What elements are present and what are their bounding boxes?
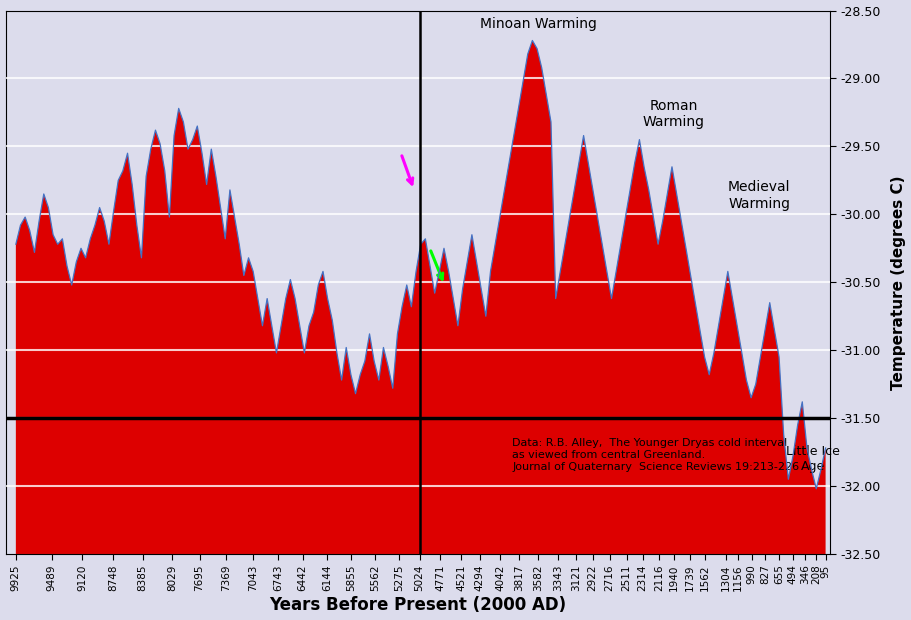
Text: Minoan Warming: Minoan Warming (479, 17, 596, 32)
Text: Little Ice
Age: Little Ice Age (785, 445, 839, 473)
Text: Data: R.B. Alley,  The Younger Dryas cold interval
as viewed from central Greenl: Data: R.B. Alley, The Younger Dryas cold… (512, 438, 798, 472)
Text: Medieval
Warming: Medieval Warming (727, 180, 790, 211)
Text: Roman
Warming: Roman Warming (642, 99, 704, 129)
Y-axis label: Temperature (degrees C): Temperature (degrees C) (890, 175, 906, 389)
X-axis label: Years Before Present (2000 AD): Years Before Present (2000 AD) (269, 596, 566, 614)
